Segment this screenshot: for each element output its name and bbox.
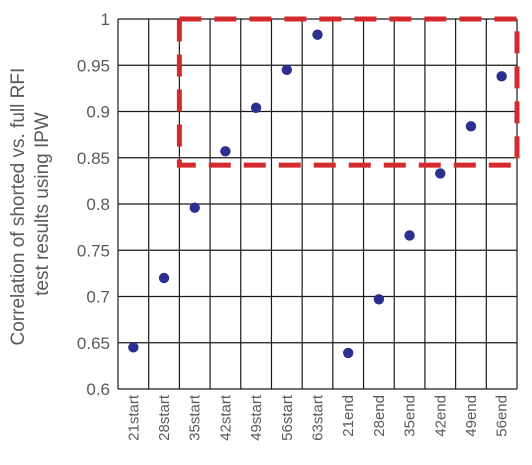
y-tick-label: 0.9: [86, 103, 110, 122]
x-tick-label: 49end: [463, 395, 480, 437]
data-point-56end: [496, 71, 507, 82]
data-point-63start: [312, 29, 323, 40]
x-tick-label: 56start: [279, 394, 296, 441]
highlight-box-layer: [176, 16, 520, 168]
data-point-42start: [220, 146, 231, 157]
x-tick-label: 21start: [125, 394, 142, 441]
x-tick-label: 28start: [156, 394, 173, 441]
data-points: [128, 29, 507, 359]
data-point-49end: [465, 121, 477, 132]
x-tick-label: 56end: [494, 395, 511, 437]
y-tick-label: 0.85: [77, 149, 110, 168]
x-tick-label: 42start: [217, 394, 234, 441]
y-tick-label: 0.75: [77, 241, 110, 260]
x-tick-label: 35end: [402, 395, 419, 437]
x-tick-label: 21end: [340, 395, 357, 437]
x-tick-label: 63start: [310, 394, 327, 441]
y-tick-label: 0.65: [77, 334, 110, 353]
y-axis-label-line-1: Correlation of shorted vs. full RFI: [8, 68, 29, 346]
x-tick-label: 42end: [432, 395, 449, 437]
x-tick-label: 35start: [187, 394, 204, 441]
y-tick-labels: 0.6 0.65 0.7 0.75 0.8 0.85 0.9 0.95 1: [77, 10, 110, 399]
data-point-21end: [342, 347, 354, 359]
grid-lines: [117, 18, 518, 390]
y-tick-label: 0.6: [86, 380, 110, 399]
data-point-28start: [158, 272, 170, 284]
y-tick-label: 0.95: [77, 56, 110, 75]
data-point-35start: [189, 202, 200, 213]
data-point-21start: [128, 342, 139, 353]
y-tick-label: 0.8: [86, 195, 110, 214]
data-point-28end: [373, 294, 385, 305]
y-tick-label: 1: [101, 10, 110, 29]
x-tick-label: 49start: [248, 394, 265, 441]
data-point-35end: [404, 230, 415, 241]
data-point-42end: [435, 168, 446, 179]
highlight-box: [176, 16, 520, 168]
x-tick-label: 28end: [371, 395, 388, 437]
y-tick-label: 0.7: [86, 288, 110, 307]
y-axis-label-line-2: test results using IPW: [32, 112, 53, 296]
data-point-49start: [250, 102, 262, 114]
x-tick-labels: 21start 28start 35start 42start 49start 56sta…: [125, 394, 510, 441]
data-point-56start: [281, 64, 293, 76]
y-axis-label: Correlation of shorted vs. full RFI test…: [8, 63, 53, 346]
